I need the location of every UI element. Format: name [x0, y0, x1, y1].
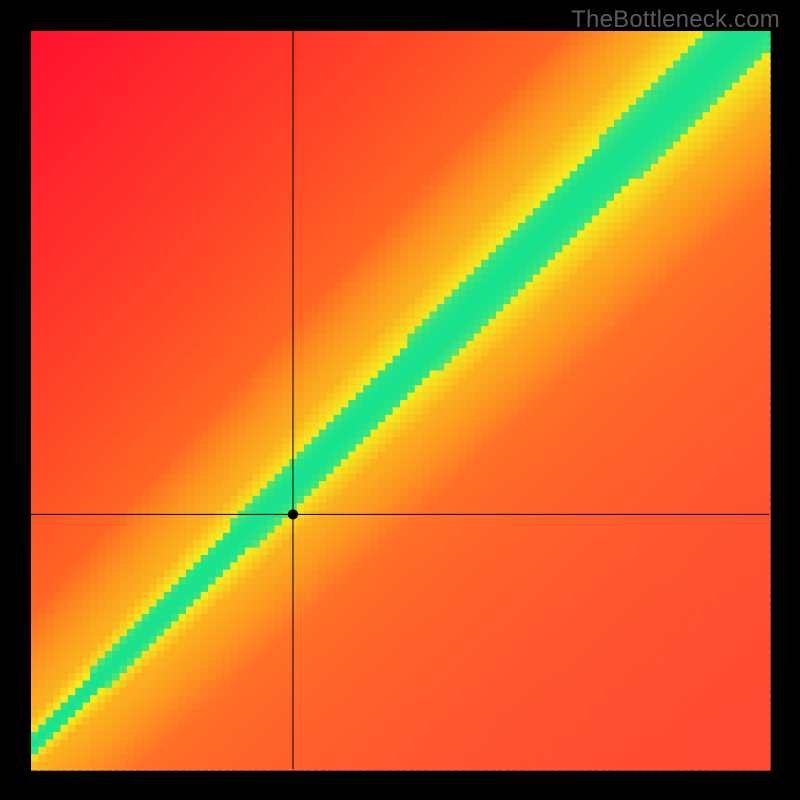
chart-container: TheBottleneck.com [0, 0, 800, 800]
bottleneck-heatmap [0, 0, 800, 800]
watermark-text: TheBottleneck.com [571, 6, 780, 34]
